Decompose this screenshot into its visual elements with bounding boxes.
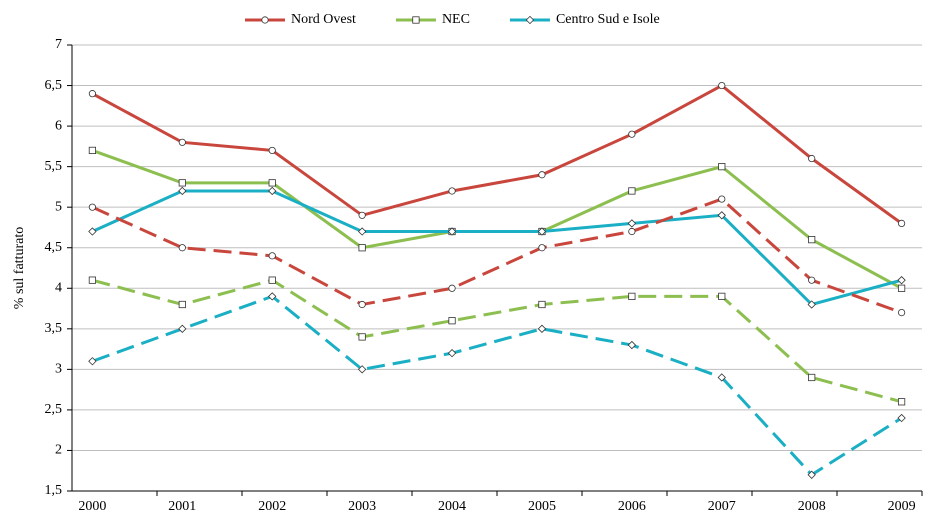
series-marker [358, 300, 366, 309]
series-line [91, 83, 903, 225]
x-tick-label: 2000 [78, 499, 106, 514]
series-marker [718, 292, 726, 300]
series-marker [808, 154, 816, 163]
y-axis-title: % sul fatturato [12, 227, 27, 309]
series-line [92, 278, 902, 404]
series-marker [268, 252, 276, 260]
series-marker [627, 219, 637, 228]
series-marker [268, 146, 276, 155]
series-marker [88, 357, 97, 366]
legend-marker [261, 16, 269, 24]
legend-label: Nord Ovest [291, 12, 356, 27]
series-marker [718, 81, 726, 90]
series-marker [178, 244, 186, 252]
x-tick-label: 2006 [618, 499, 646, 514]
y-tick-label: 6 [55, 118, 62, 133]
x-tick-label: 2008 [798, 499, 826, 514]
series-marker [717, 373, 726, 382]
series-marker [718, 163, 726, 171]
y-tick-label: 1,5 [45, 483, 63, 498]
series-marker [448, 187, 456, 195]
series-marker [178, 138, 186, 146]
series-marker [268, 186, 277, 196]
series-marker [178, 324, 187, 333]
x-tick-label: 2005 [528, 499, 556, 514]
series-marker [537, 227, 547, 236]
series-marker [178, 300, 186, 309]
series-marker [628, 187, 636, 195]
series-marker [537, 324, 547, 333]
series-marker [447, 348, 457, 358]
x-tick-label: 2007 [708, 499, 736, 514]
series-marker [358, 244, 366, 252]
y-tick-label: 4,5 [45, 240, 63, 255]
series-line [91, 294, 903, 477]
y-tick-label: 5 [55, 199, 62, 214]
series-marker [268, 276, 276, 284]
series-marker [808, 373, 816, 382]
series-marker [898, 398, 906, 406]
series-marker [88, 227, 97, 236]
legend-marker [525, 15, 535, 25]
series-marker [718, 195, 726, 203]
series-marker [448, 284, 456, 292]
y-tick-label: 5,5 [45, 159, 63, 174]
series-marker [88, 203, 97, 211]
series-marker [447, 227, 457, 236]
series-marker [897, 219, 906, 227]
series-marker [358, 211, 366, 219]
series-marker [628, 130, 636, 138]
x-tick-label: 2004 [438, 499, 466, 514]
series-line [91, 189, 902, 307]
series-marker [628, 292, 636, 300]
y-tick-label: 2 [55, 443, 62, 458]
series-marker [808, 276, 816, 284]
series-marker [807, 470, 816, 479]
y-tick-label: 4 [55, 280, 62, 295]
series-marker [357, 227, 367, 236]
series-marker [88, 276, 96, 284]
series-marker [538, 171, 546, 179]
series-marker [807, 300, 816, 309]
series-marker [268, 292, 277, 301]
series-marker [88, 146, 96, 155]
series-marker [88, 90, 97, 98]
y-tick-label: 2,5 [45, 402, 63, 417]
x-tick-label: 2001 [168, 499, 196, 514]
series-marker [627, 340, 637, 350]
series-marker [897, 308, 906, 317]
x-tick-label: 2002 [258, 499, 286, 514]
series-marker [897, 275, 906, 285]
series-marker [538, 300, 546, 309]
series-marker [448, 317, 456, 325]
series-marker [897, 413, 906, 423]
y-tick-label: 7 [55, 37, 62, 52]
series-marker [898, 284, 906, 292]
series-marker [178, 179, 186, 187]
series-line [91, 197, 903, 315]
y-tick-label: 3,5 [45, 321, 63, 336]
legend-marker [412, 16, 420, 24]
legend-label: NEC [442, 12, 470, 27]
series-marker [178, 186, 187, 196]
series-marker [357, 365, 367, 374]
legend-label: Centro Sud e Isole [556, 12, 660, 27]
series-marker [538, 244, 546, 252]
x-tick-label: 2003 [348, 499, 376, 514]
y-tick-label: 3 [55, 362, 62, 377]
series-marker [808, 236, 816, 244]
y-tick-label: 6,5 [45, 78, 63, 93]
series-marker [268, 179, 276, 187]
series-marker [358, 333, 366, 341]
series-marker [717, 211, 726, 220]
x-tick-label: 2009 [888, 499, 916, 514]
series-marker [628, 227, 636, 236]
